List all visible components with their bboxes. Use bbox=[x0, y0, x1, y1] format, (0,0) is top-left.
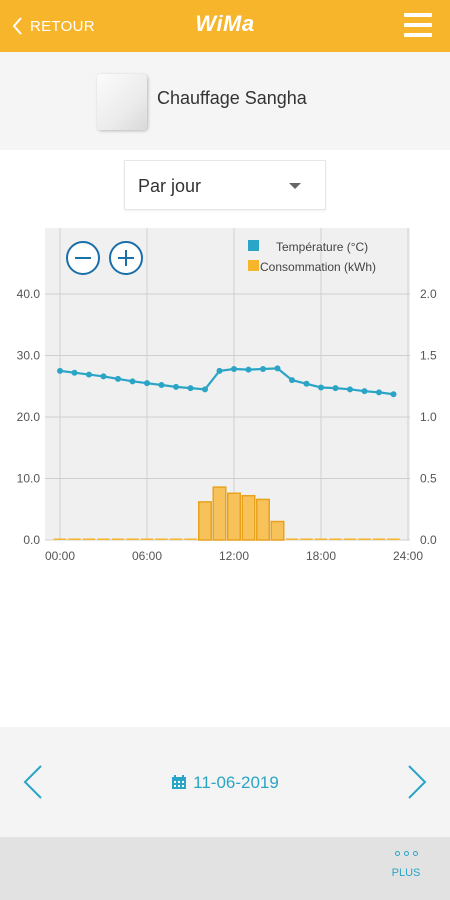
menu-icon[interactable] bbox=[404, 13, 432, 39]
consumption-bar bbox=[140, 538, 154, 540]
legend-label-consumption: Consommation (kWh) bbox=[260, 260, 376, 274]
temperature-point bbox=[332, 385, 339, 392]
consumption-bar bbox=[329, 538, 342, 540]
legend-swatch-consumption bbox=[248, 260, 259, 271]
consumption-bar bbox=[241, 494, 256, 541]
bottom-bar: PLUS bbox=[0, 837, 450, 900]
consumption-bar bbox=[256, 498, 270, 541]
more-button[interactable]: PLUS bbox=[384, 849, 428, 879]
y-axis-right-tick-label: 0.0 bbox=[420, 533, 437, 547]
temperature-point bbox=[318, 384, 324, 391]
x-axis-tick-label: 00:00 bbox=[45, 549, 75, 563]
period-select[interactable]: Par jour bbox=[124, 160, 326, 210]
temperature-point bbox=[289, 377, 295, 384]
consumption-bar bbox=[126, 538, 139, 540]
temperature-point bbox=[245, 366, 252, 373]
y-axis-left-tick-label: 0.0 bbox=[23, 533, 40, 547]
consumption-bar bbox=[82, 538, 96, 540]
consumption-chart: 0.0 10.0 20.0 30.0 40.0 0.0 0.5 1.0 1.5 2.0 00:0… bbox=[17, 228, 437, 563]
zoom-in-button[interactable] bbox=[109, 241, 143, 275]
dropdown-caret-icon bbox=[289, 183, 301, 189]
consumption-bar bbox=[314, 538, 328, 540]
device-header: Chauffage Sangha bbox=[0, 52, 450, 150]
temperature-point bbox=[231, 366, 237, 373]
more-label: PLUS bbox=[391, 867, 421, 879]
consumption-bar bbox=[97, 538, 110, 540]
temperature-point bbox=[187, 385, 194, 392]
back-button[interactable]: RETOUR bbox=[12, 14, 95, 38]
device-image bbox=[97, 74, 147, 130]
consumption-bar bbox=[285, 538, 299, 540]
back-label: RETOUR bbox=[30, 17, 95, 35]
y-axis-left-tick-label: 30.0 bbox=[17, 349, 41, 363]
chart-plot-area bbox=[45, 228, 410, 540]
temperature-point bbox=[129, 378, 136, 385]
current-date: 11-06-2019 bbox=[193, 773, 279, 792]
temperature-point bbox=[347, 386, 353, 393]
y-axis-left-tick-label: 10.0 bbox=[17, 472, 41, 486]
top-bar: RETOUR WiMa bbox=[0, 0, 450, 52]
zoom-out-button[interactable] bbox=[66, 241, 100, 275]
consumption-bar bbox=[387, 538, 400, 540]
x-axis-tick-label: 06:00 bbox=[132, 549, 162, 563]
y-axis-right-tick-label: 1.0 bbox=[420, 410, 437, 424]
more-dots-icon bbox=[384, 849, 428, 857]
temperature-point bbox=[158, 382, 165, 389]
y-axis-right-tick-label: 0.5 bbox=[420, 472, 437, 486]
consumption-bar bbox=[227, 492, 241, 541]
consumption-bar bbox=[68, 538, 81, 540]
consumption-bar bbox=[53, 538, 67, 540]
chevron-left-icon bbox=[12, 17, 22, 35]
period-select-value: Par jour bbox=[138, 176, 202, 196]
temperature-point bbox=[71, 369, 78, 376]
y-axis-right-tick-label: 2.0 bbox=[420, 287, 437, 301]
temperature-point bbox=[115, 375, 121, 382]
consumption-bar bbox=[198, 501, 212, 541]
temperature-point bbox=[173, 383, 179, 390]
consumption-bar bbox=[111, 538, 125, 540]
temperature-point bbox=[86, 371, 92, 378]
temperature-point bbox=[216, 367, 223, 374]
y-axis-left-tick-label: 40.0 bbox=[17, 287, 41, 301]
temperature-point bbox=[100, 373, 107, 380]
consumption-bar bbox=[372, 538, 386, 540]
calendar-icon bbox=[172, 775, 187, 789]
y-axis-left-tick-label: 20.0 bbox=[17, 410, 41, 424]
x-axis-tick-label: 12:00 bbox=[219, 549, 249, 563]
temperature-point bbox=[260, 366, 266, 373]
consumption-bar bbox=[184, 538, 197, 540]
consumption-bar bbox=[155, 538, 168, 540]
date-navigation: 11-06-2019 bbox=[0, 727, 450, 837]
device-name: Chauffage Sangha bbox=[157, 88, 307, 108]
consumption-bar bbox=[270, 520, 285, 541]
previous-day-button[interactable] bbox=[22, 764, 44, 800]
consumption-bar bbox=[212, 486, 227, 541]
x-axis-tick-label: 18:00 bbox=[306, 549, 336, 563]
temperature-point bbox=[57, 367, 63, 374]
consumption-bar bbox=[343, 538, 357, 540]
temperature-point bbox=[144, 380, 150, 387]
chart-legend: Température (°C) Consommation (kWh) bbox=[248, 240, 376, 274]
consumption-bar bbox=[300, 538, 313, 540]
date-picker[interactable]: 11-06-2019 bbox=[0, 773, 450, 793]
temperature-point bbox=[303, 380, 310, 387]
temperature-point bbox=[361, 388, 368, 395]
consumption-bar bbox=[169, 538, 183, 540]
next-day-button[interactable] bbox=[406, 764, 428, 800]
consumption-bar bbox=[358, 538, 371, 540]
temperature-point bbox=[202, 386, 208, 393]
legend-swatch-temperature bbox=[248, 240, 259, 251]
temperature-point bbox=[274, 365, 281, 372]
temperature-point bbox=[390, 391, 397, 398]
y-axis-right-tick-label: 1.5 bbox=[420, 349, 437, 363]
temperature-point bbox=[376, 389, 382, 396]
legend-label-temperature: Température (°C) bbox=[276, 240, 368, 254]
x-axis-tick-label: 24:00 bbox=[393, 549, 423, 563]
